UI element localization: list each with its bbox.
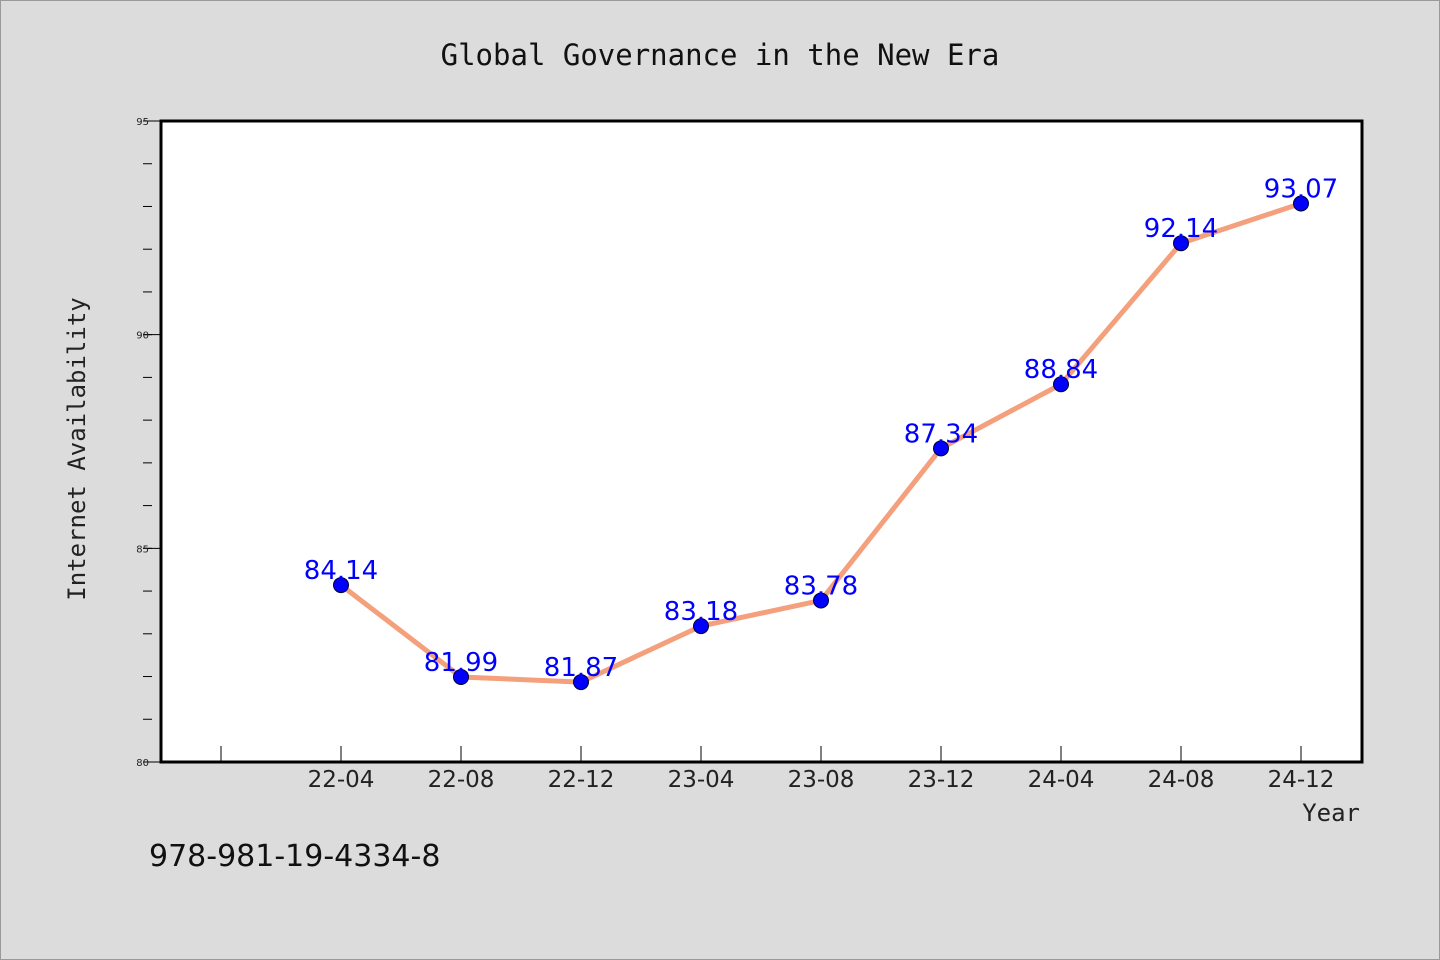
- x-tick-label: 23-12: [908, 767, 975, 793]
- isbn-label: 978-981-19-4334-8: [149, 839, 440, 874]
- data-label: 81.87: [544, 653, 618, 683]
- data-label: 83.18: [664, 597, 738, 627]
- data-label: 83.78: [784, 571, 858, 601]
- x-axis: 22-04 22-08 22-12 23-04 23-08 23-12 24-04 24-08…: [220, 746, 1335, 793]
- y-axis-title: Internet Availability: [63, 297, 91, 600]
- data-point: [453, 668, 469, 685]
- data-point: [813, 592, 829, 609]
- y-tick-label: 95: [136, 117, 149, 128]
- data-labels: 84.14 81.99 81.87 83.18 83.78 87.34 88.84 92.14…: [304, 174, 1338, 683]
- x-tick-label: 24-12: [1268, 767, 1335, 793]
- data-point: [693, 618, 709, 635]
- data-label: 84.14: [304, 556, 378, 586]
- data-point: [1053, 376, 1069, 393]
- data-point: [333, 577, 349, 594]
- x-tick-label: 24-08: [1148, 767, 1215, 793]
- data-point: [933, 440, 949, 457]
- data-label: 87.34: [904, 419, 978, 449]
- x-tick-label: 22-04: [308, 767, 375, 793]
- plot-area: [159, 119, 1364, 764]
- data-label: 92.14: [1144, 214, 1218, 244]
- y-tick-label: 80: [136, 758, 149, 769]
- x-tick-label: 22-08: [428, 767, 495, 793]
- x-tick-label: 22-12: [548, 767, 615, 793]
- data-point: [573, 674, 589, 691]
- y-tick-label: 85: [136, 544, 149, 555]
- y-axis: 80 85 90 95: [136, 117, 161, 769]
- data-label: 81.99: [424, 648, 498, 678]
- x-tick-label: 23-08: [788, 767, 855, 793]
- x-axis-title: Year: [1302, 799, 1360, 827]
- data-label: 88.84: [1024, 355, 1098, 385]
- data-point: [1173, 235, 1189, 252]
- data-label: 93.07: [1264, 174, 1338, 204]
- chart-title: Global Governance in the New Era: [441, 38, 1000, 72]
- data-markers: [333, 195, 1309, 691]
- data-point: [1293, 195, 1309, 212]
- x-tick-label: 24-04: [1028, 767, 1095, 793]
- y-tick-label: 90: [136, 331, 149, 342]
- x-tick-label: 23-04: [668, 767, 735, 793]
